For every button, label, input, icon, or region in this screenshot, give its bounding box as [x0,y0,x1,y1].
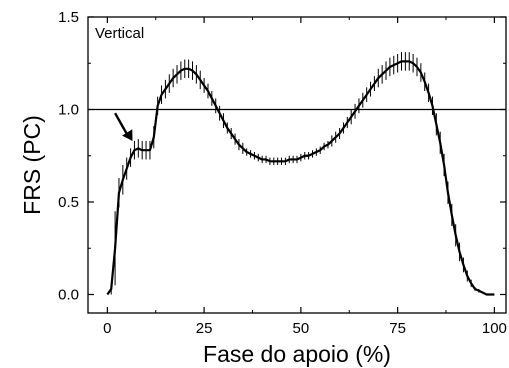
y-tick-label: 0.5 [58,194,79,211]
x-tick-label: 50 [293,320,310,337]
y-tick-label: 0.0 [58,287,79,304]
series-group [106,52,495,296]
y-tick-label: 1.0 [58,102,79,119]
x-tick-label: 0 [103,320,111,337]
x-tick-label: 25 [196,320,213,337]
y-axis-label: FRS (PC) [19,115,45,215]
y-tick-label: 1.5 [58,9,79,26]
x-tick-label: 75 [389,320,406,337]
series-line [106,60,495,296]
annotation-label: Vertical [95,25,144,42]
plot-frame [87,16,507,314]
arrow-head [122,129,133,141]
arrow-shaft [114,112,130,138]
x-axis-label: Fase do apoio (%) [203,341,391,367]
x-tick-label: 100 [482,320,507,337]
